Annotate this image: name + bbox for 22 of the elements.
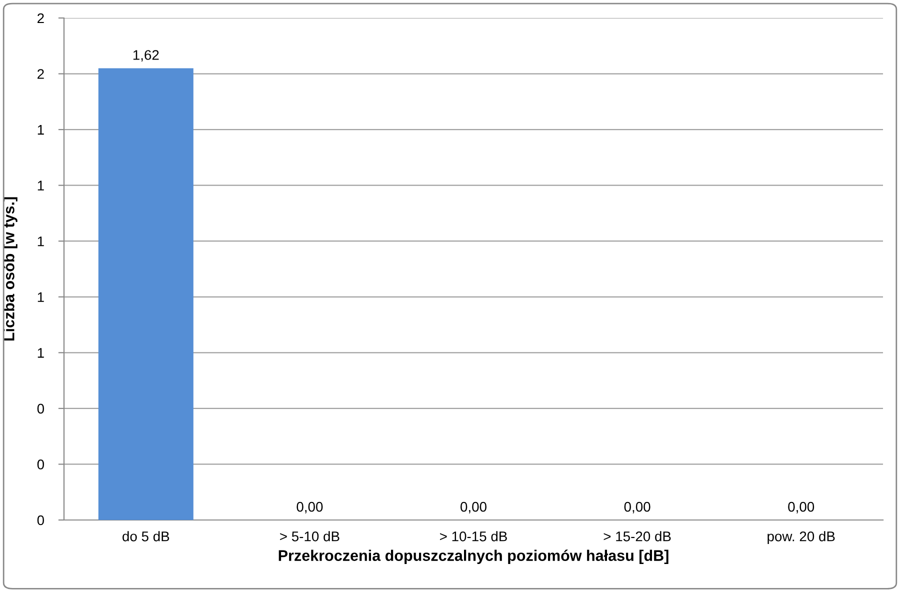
y-tick-label: 1 (38, 292, 44, 302)
x-axis-title: Przekroczenia dopuszczalnych poziomów hałasu [dB] (278, 550, 668, 564)
data-label: 0,00 (460, 502, 486, 514)
data-label: 0,00 (788, 502, 814, 514)
y-tick-label: 1 (38, 125, 44, 135)
y-tick-label: 2 (38, 69, 44, 79)
x-tick-label: > 15-20 dB (604, 531, 671, 542)
y-axis-title: Liczba osób [w tys.] (3, 197, 18, 341)
data-label: 0,00 (296, 502, 323, 514)
y-tick-label: 0 (37, 460, 44, 470)
x-tick-label: > 10-15 dB (440, 531, 507, 542)
data-label: 1,62 (133, 50, 159, 62)
y-tick-label: 2 (38, 13, 44, 24)
y-tick-label: 1 (38, 180, 44, 190)
x-tick-label: pow. 20 dB (768, 531, 835, 544)
y-tick-label: 0 (37, 404, 44, 414)
data-label: 0,00 (624, 502, 650, 514)
x-tick-label: do 5 dB (122, 531, 170, 542)
y-tick-label: 1 (38, 348, 44, 358)
x-tick-label: > 5-10 dB (280, 531, 340, 542)
y-tick-label: 1 (38, 236, 44, 246)
y-tick-label: 0 (37, 515, 44, 526)
